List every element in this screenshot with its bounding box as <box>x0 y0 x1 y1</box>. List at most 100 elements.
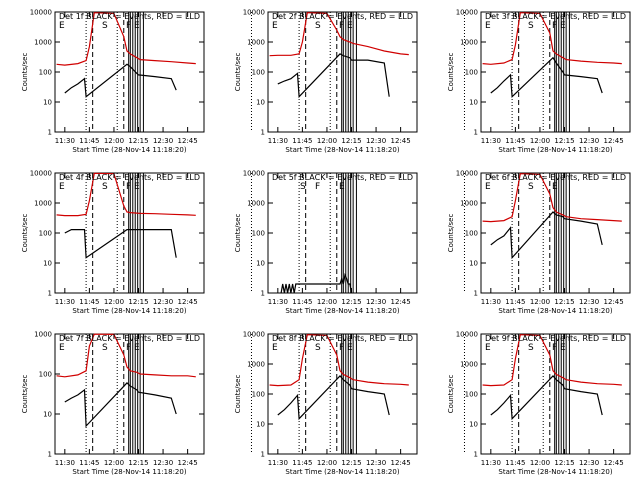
event-marker-label: F <box>126 21 131 31</box>
lld-series-line <box>56 12 196 66</box>
x-tick-label: 12:30 <box>153 137 173 145</box>
y-tick-label: 100 <box>39 69 52 77</box>
plot-frame <box>267 172 418 294</box>
x-tick-label: 12:00 <box>530 459 550 467</box>
x-axis-label: Start Time (28-Nov-14 11:18:20) <box>498 146 612 154</box>
panel-9: 1 10 100 1000 10000 11:30 11:45 12:00 12:15 12:30… <box>447 331 631 476</box>
plot-frame <box>267 11 418 133</box>
panel-title: Det 3f BLACK = Events, RED = LLD <box>485 12 626 21</box>
x-tick-label: 12:30 <box>579 298 599 306</box>
event-marker-label: S <box>528 182 534 192</box>
y-tick-label: 1000 <box>34 331 52 339</box>
y-tick-label: 1 <box>261 129 265 137</box>
y-axis-label: Counts/sec <box>21 214 29 253</box>
y-axis-label: Counts/sec <box>234 214 242 253</box>
event-marker-label: S <box>315 343 321 353</box>
y-tick-label: 1 <box>48 451 52 459</box>
y-tick-label: 10000 <box>243 170 265 178</box>
x-tick-label: 11:30 <box>55 137 75 145</box>
x-axis-label: Start Time (28-Nov-14 11:18:20) <box>285 468 399 476</box>
x-tick-label: 11:30 <box>55 298 75 306</box>
lld-series-line <box>56 333 196 378</box>
x-axis-label: Start Time (28-Nov-14 11:18:20) <box>285 307 399 315</box>
event-marker-label: E <box>59 182 65 192</box>
y-axis-label: Counts/sec <box>447 214 455 253</box>
panel-title: Det 5f BLACK = Events, RED = LLD <box>272 173 413 182</box>
x-tick-label: 12:00 <box>104 298 124 306</box>
x-tick-label: 12:15 <box>341 459 361 467</box>
x-tick-label: 11:30 <box>268 459 288 467</box>
x-tick-label: 11:30 <box>481 459 501 467</box>
x-axis-label: Start Time (28-Nov-14 11:18:20) <box>72 146 186 154</box>
x-tick-label: 11:45 <box>505 298 525 306</box>
x-tick-label: 12:30 <box>153 298 173 306</box>
panel-4: 1 10 100 1000 10000 11:30 11:45 12:00 12:15 12:30… <box>21 170 252 315</box>
event-marker-label: F <box>126 182 131 192</box>
x-tick-label: 12:00 <box>104 459 124 467</box>
event-marker-label: E <box>59 343 65 353</box>
event-marker-label: S <box>528 343 534 353</box>
lld-series-line <box>482 334 622 387</box>
event-marker-label: E <box>560 343 566 353</box>
panel-7: 1 10 100 1000 11:30 11:45 12:00 12:15 12:30 12:45… <box>21 331 252 476</box>
event-marker-label: S <box>315 21 321 31</box>
event-marker-label: F <box>552 343 557 353</box>
event-marker-label: E <box>347 21 353 31</box>
events-series-line <box>277 53 390 99</box>
y-tick-label: 1 <box>48 290 52 298</box>
plot-frame <box>480 333 631 455</box>
x-tick-label: 11:45 <box>292 137 312 145</box>
x-axis-label: Start Time (28-Nov-14 11:18:20) <box>498 468 612 476</box>
x-tick-label: 11:45 <box>292 298 312 306</box>
y-tick-label: 100 <box>252 69 265 77</box>
event-marker-label: E <box>134 182 140 192</box>
y-tick-label: 10000 <box>456 9 478 17</box>
x-tick-label: 12:00 <box>317 137 337 145</box>
y-axis-label: Counts/sec <box>234 53 242 92</box>
x-tick-label: 12:15 <box>554 137 574 145</box>
y-tick-label: 10 <box>43 260 52 268</box>
y-tick-label: 10 <box>469 99 478 107</box>
events-series-line <box>280 272 353 294</box>
x-tick-label: 12:15 <box>128 137 148 145</box>
y-tick-label: 1000 <box>460 200 478 208</box>
y-tick-label: 1000 <box>34 200 52 208</box>
x-tick-label: 12:30 <box>366 137 386 145</box>
panel-title: Det 6f BLACK = Events, RED = LLD <box>485 173 626 182</box>
y-tick-label: 10000 <box>243 331 265 339</box>
y-tick-label: 1 <box>474 129 478 137</box>
y-tick-label: 100 <box>465 230 478 238</box>
x-tick-label: 12:45 <box>391 298 411 306</box>
panel-title: Det 2f BLACK = Events, RED = LLD <box>272 12 413 21</box>
panel-1: 1 10 100 1000 10000 11:30 11:45 12:00 12:15 12:30… <box>21 9 252 154</box>
x-tick-label: 12:45 <box>391 137 411 145</box>
x-axis-label: Start Time (28-Nov-14 11:18:20) <box>498 307 612 315</box>
y-tick-label: 10000 <box>456 170 478 178</box>
y-tick-label: 10 <box>256 99 265 107</box>
event-marker-label: F <box>339 21 344 31</box>
x-tick-label: 12:45 <box>178 137 198 145</box>
lld-series-line <box>269 334 409 387</box>
x-tick-label: 11:30 <box>481 137 501 145</box>
panel-title: Det 7f BLACK = Events, RED = LLD <box>59 334 200 343</box>
events-series-line <box>64 63 177 98</box>
y-axis-label: Counts/sec <box>447 53 455 92</box>
y-axis-label: Counts/sec <box>21 375 29 414</box>
panel-8: 1 10 100 1000 10000 11:30 11:45 12:00 12:15 12:30… <box>234 331 465 476</box>
lld-series-line <box>269 12 409 57</box>
events-series-line <box>64 229 177 259</box>
panel-5: 1 10 100 1000 10000 11:30 11:45 12:00 12:15 12:30… <box>234 170 465 315</box>
x-axis-label: Start Time (28-Nov-14 11:18:20) <box>285 146 399 154</box>
y-tick-label: 1 <box>474 451 478 459</box>
y-tick-label: 100 <box>252 391 265 399</box>
x-tick-label: 12:15 <box>341 137 361 145</box>
x-tick-label: 12:15 <box>128 459 148 467</box>
x-tick-label: 11:45 <box>79 137 99 145</box>
events-series-line <box>490 211 603 260</box>
x-tick-label: 12:45 <box>178 459 198 467</box>
event-marker-label: E <box>134 343 140 353</box>
lld-series-line <box>482 12 622 65</box>
panel-6: 1 10 100 1000 10000 11:30 11:45 12:00 12:15 12:30… <box>447 170 631 315</box>
x-tick-label: 11:45 <box>505 459 525 467</box>
